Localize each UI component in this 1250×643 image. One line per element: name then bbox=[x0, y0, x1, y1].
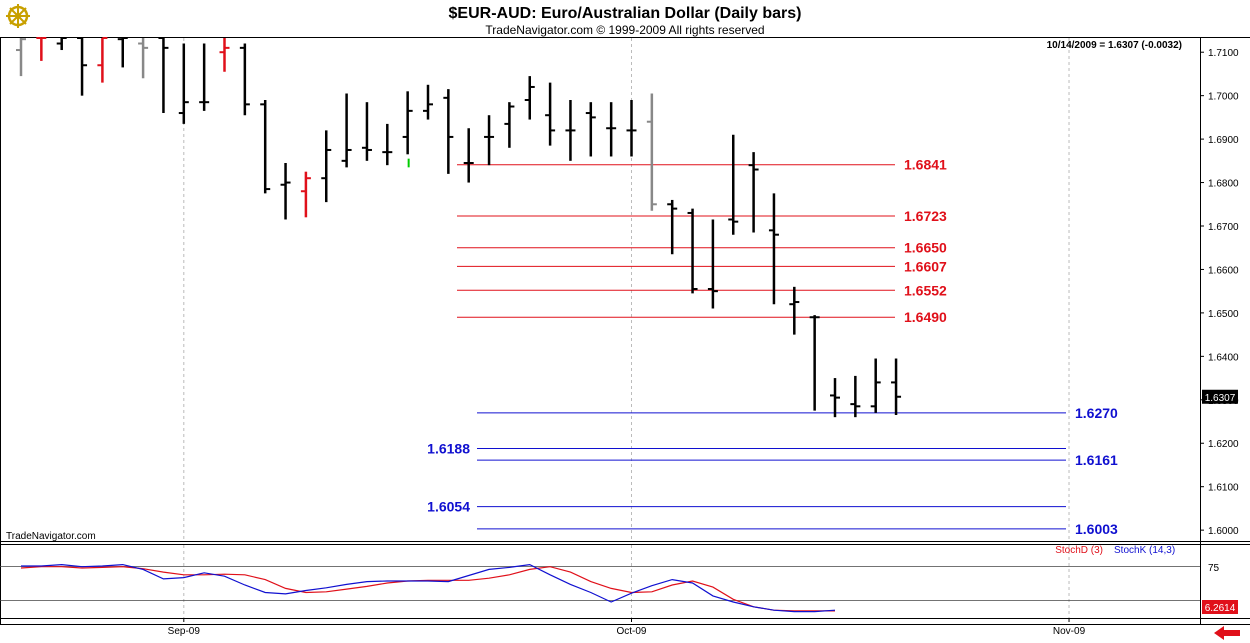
ohlc-bar-25 bbox=[524, 76, 535, 120]
scroll-left-arrow-icon[interactable] bbox=[1212, 626, 1242, 640]
y-tick-label-1: 1.7000 bbox=[1208, 92, 1239, 103]
y-tick-label-5: 1.6600 bbox=[1208, 265, 1239, 276]
ohlc-bar-43 bbox=[891, 358, 902, 415]
ohlc-bar-6 bbox=[138, 38, 149, 79]
last-price-tag: 1.6307 bbox=[1202, 389, 1238, 404]
stochastic-oscillator bbox=[20, 563, 836, 613]
ohlc-bar-14 bbox=[300, 171, 311, 218]
y-tick-label-3: 1.6800 bbox=[1208, 179, 1239, 190]
ohlc-bar-40 bbox=[830, 378, 840, 418]
ohlc-bar-1 bbox=[36, 37, 47, 61]
ohlc-bar-15 bbox=[321, 130, 332, 203]
last-quote: 10/14/2009 = 1.6307 (-0.0032) bbox=[1047, 40, 1182, 51]
ohlc-bar-18 bbox=[382, 123, 393, 166]
ohlc-bar-32 bbox=[667, 199, 678, 255]
ohlc-bar-31 bbox=[646, 93, 657, 211]
fib-levels: 1.6841 1.6723 1.6650 1.6607 1.6552 1.6490 1.62… bbox=[427, 157, 1118, 537]
price-bars bbox=[16, 37, 902, 418]
ohlc-bar-12 bbox=[260, 100, 271, 194]
red-level-label-0: 1.6841 bbox=[904, 157, 947, 173]
stoch-value: 6.2614 bbox=[1205, 603, 1236, 614]
y-tick-label-7: 1.6400 bbox=[1208, 352, 1239, 363]
ohlc-bar-10 bbox=[219, 38, 230, 72]
tradenavigator-logo-icon bbox=[6, 4, 30, 28]
ohlc-bar-30 bbox=[626, 100, 637, 157]
ohlc-bar-2 bbox=[56, 37, 67, 51]
y-tick-label-4: 1.6700 bbox=[1208, 222, 1239, 233]
ohlc-bar-27 bbox=[565, 100, 576, 161]
stoch-level-75-label: 75 bbox=[1208, 563, 1220, 574]
y-tick-label-11: 1.6000 bbox=[1208, 526, 1239, 537]
stoch-k-line bbox=[21, 563, 836, 613]
y-tick-label-2: 1.6900 bbox=[1208, 135, 1239, 146]
ohlc-bar-29 bbox=[606, 102, 617, 157]
stoch-value-tag: 6.2614 bbox=[1202, 600, 1238, 614]
blue-level-label-0: 1.6270 bbox=[1075, 405, 1118, 421]
ohlc-bar-23 bbox=[484, 115, 495, 166]
ohlc-bar-38 bbox=[789, 286, 800, 335]
y-tick-label-9: 1.6200 bbox=[1208, 439, 1239, 450]
stoch-d-line bbox=[20, 566, 835, 612]
blue-level-label-1: 1.6161 bbox=[1075, 452, 1118, 468]
ohlc-bar-20 bbox=[423, 84, 433, 120]
ohlc-bar-33 bbox=[687, 208, 698, 294]
y-tick-label-0: 1.7100 bbox=[1208, 48, 1239, 59]
red-level-label-4: 1.6552 bbox=[904, 282, 947, 298]
ohlc-bar-24 bbox=[504, 102, 515, 148]
ohlc-bar-9 bbox=[199, 43, 210, 111]
last-price-value: 1.6307 bbox=[1205, 393, 1236, 404]
ohlc-bar-16 bbox=[341, 93, 352, 168]
ohlc-bar-21 bbox=[443, 89, 454, 174]
ohlc-bar-17 bbox=[361, 102, 372, 161]
red-level-label-5: 1.6490 bbox=[904, 309, 947, 325]
ohlc-bar-22 bbox=[463, 128, 474, 183]
chart-subtitle: TradeNavigator.com © 1999-2009 All right… bbox=[485, 23, 764, 37]
ohlc-bar-4 bbox=[97, 37, 108, 83]
ohlc-bar-36 bbox=[748, 152, 759, 233]
ohlc-bar-0 bbox=[16, 38, 26, 77]
y-tick-label-6: 1.6500 bbox=[1208, 309, 1239, 320]
gridlines bbox=[183, 38, 1070, 618]
stoch-k-legend: StochK (14,3) bbox=[1114, 545, 1175, 556]
ohlc-bar-13 bbox=[280, 163, 291, 220]
x-tick-label-1: Oct-09 bbox=[616, 626, 646, 637]
ohlc-bar-39 bbox=[809, 315, 820, 411]
ohlc-bar-26 bbox=[545, 82, 556, 146]
ohlc-bar-3 bbox=[77, 37, 88, 96]
ohlc-bar-41 bbox=[850, 375, 861, 418]
ohlc-bar-35 bbox=[728, 134, 739, 235]
ohlc-bar-7 bbox=[158, 37, 169, 114]
chart-title: $EUR-AUD: Euro/Australian Dollar (Daily … bbox=[449, 5, 802, 22]
blue-level-label-2: 1.6003 bbox=[1075, 521, 1118, 537]
ohlc-bar-8 bbox=[178, 43, 189, 124]
ohlc-bar-19 bbox=[402, 91, 413, 155]
ohlc-bar-5 bbox=[117, 37, 128, 68]
blue-level-label-left-1: 1.6054 bbox=[427, 499, 470, 515]
ohlc-bar-28 bbox=[585, 102, 596, 157]
blue-level-label-left-0: 1.6188 bbox=[427, 440, 470, 456]
red-level-label-1: 1.6723 bbox=[904, 208, 947, 224]
x-tick-label-2: Nov-09 bbox=[1053, 626, 1086, 637]
ohlc-bar-37 bbox=[768, 193, 779, 305]
ohlc-bar-11 bbox=[239, 43, 250, 116]
ohlc-bar-34 bbox=[707, 219, 718, 309]
watermark: TradeNavigator.com bbox=[6, 531, 96, 542]
date-axis: Sep-09 Oct-09 Nov-09 bbox=[168, 618, 1086, 637]
stoch-d-legend: StochD (3) bbox=[1055, 545, 1103, 556]
x-tick-label-0: Sep-09 bbox=[168, 626, 201, 637]
price-axis: 1.7100 1.7000 1.6900 1.6800 1.6700 1.6600 1.65… bbox=[1200, 48, 1239, 537]
red-level-label-2: 1.6650 bbox=[904, 240, 947, 256]
y-tick-label-10: 1.6100 bbox=[1208, 483, 1239, 494]
red-level-label-3: 1.6607 bbox=[904, 258, 947, 274]
ohlc-bar-42 bbox=[870, 358, 881, 413]
